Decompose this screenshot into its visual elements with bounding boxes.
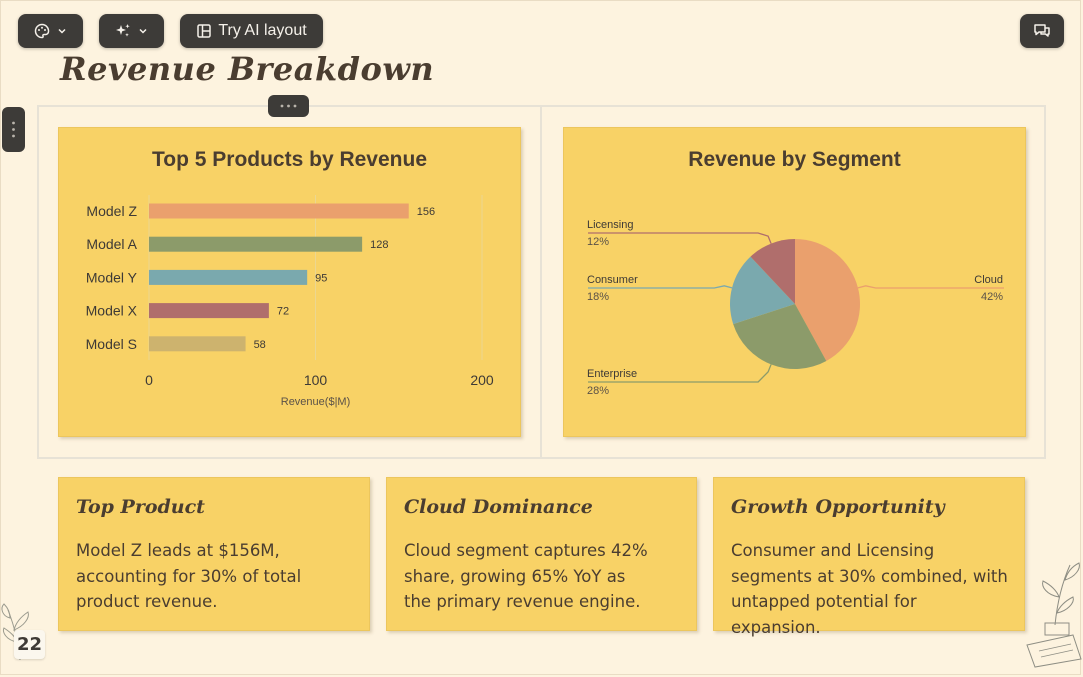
ai-menu-button[interactable]	[99, 14, 164, 48]
leader-line	[588, 232, 772, 244]
insight-card-growth-opportunity: Growth Opportunity Consumer and Licensin…	[713, 477, 1025, 637]
segment-value-label: 18%	[587, 291, 609, 303]
bar-chart-card: Top 5 Products by Revenue Model Z 156 Mode…	[58, 127, 521, 437]
segment-value-label: 42%	[981, 291, 1003, 303]
theme-menu-button[interactable]	[18, 14, 83, 48]
x-axis-label: Revenue($|M)	[281, 396, 351, 408]
grid-divider	[540, 106, 542, 458]
bar	[149, 269, 308, 285]
pie-slice	[730, 256, 795, 325]
pie-chart-title: Revenue by Segment	[688, 148, 901, 171]
pie-slice	[795, 239, 860, 361]
data-label: 128	[370, 239, 388, 251]
insight-text: Consumer and Licensing segments at 30% c…	[731, 541, 1008, 637]
sparkles-icon	[115, 23, 131, 39]
bar-chart: Model Z 156 Model A 128 Model Y 95 Model X 72 Mo…	[86, 195, 494, 408]
leader-line	[857, 285, 1004, 289]
x-tick-label: 0	[145, 372, 153, 388]
pie-slice	[750, 239, 795, 304]
try-ai-layout-label: Try AI layout	[218, 22, 307, 39]
segment-label: Licensing	[587, 219, 633, 231]
column-drag-handle[interactable]	[2, 107, 25, 152]
layout-icon	[196, 23, 212, 39]
row-drag-handle[interactable]	[268, 95, 309, 117]
bar	[149, 303, 269, 319]
plant-sketch-right	[1026, 562, 1082, 668]
try-ai-layout-button[interactable]: Try AI layout	[180, 14, 323, 48]
pie-chart-card: Revenue by Segment Cloud 42% Enterprise 28%…	[563, 127, 1026, 437]
insight-text: Model Z leads at $156M, accounting for 3…	[76, 541, 302, 611]
insight-title: Growth Opportunity	[731, 496, 945, 518]
insight-text: Cloud segment captures 42% share, growin…	[404, 541, 648, 611]
insight-title: Top Product	[76, 496, 205, 518]
bar	[149, 203, 409, 219]
insight-title: Cloud Dominance	[404, 496, 593, 518]
comments-button[interactable]	[1020, 14, 1064, 48]
insight-card-cloud-dominance: Cloud Dominance Cloud segment captures 4…	[386, 477, 697, 631]
comments-icon	[1033, 23, 1051, 39]
segment-value-label: 12%	[587, 236, 609, 248]
category-label: Model X	[86, 303, 138, 319]
chevron-down-icon	[56, 25, 68, 37]
category-label: Model Z	[86, 203, 137, 219]
leader-line	[588, 285, 733, 289]
bar-chart-title: Top 5 Products by Revenue	[152, 148, 427, 171]
segment-label: Enterprise	[587, 368, 637, 380]
segment-label: Consumer	[587, 274, 638, 286]
category-label: Model A	[86, 236, 137, 252]
category-label: Model Y	[86, 269, 138, 285]
data-label: 95	[315, 272, 327, 284]
x-tick-label: 200	[470, 372, 494, 388]
segment-value-label: 28%	[587, 385, 609, 397]
data-label: 156	[417, 206, 435, 218]
pie-chart: Cloud 42% Enterprise 28% Consumer 18% Licensin…	[587, 219, 1004, 397]
pie-slice	[733, 304, 827, 369]
insight-card-top-product: Top Product Model Z leads at $156M, acco…	[58, 477, 370, 631]
data-label: 72	[277, 306, 289, 318]
leader-line	[588, 364, 772, 383]
chevron-down-icon	[137, 25, 149, 37]
slide-title: Revenue Breakdown	[60, 50, 435, 88]
x-tick-label: 100	[304, 372, 328, 388]
palette-icon	[34, 23, 50, 39]
category-label: Model S	[86, 336, 137, 352]
bar	[149, 336, 246, 352]
data-label: 58	[254, 339, 266, 351]
page-number: 22	[14, 630, 45, 659]
bar	[149, 236, 363, 252]
segment-label: Cloud	[974, 274, 1003, 286]
